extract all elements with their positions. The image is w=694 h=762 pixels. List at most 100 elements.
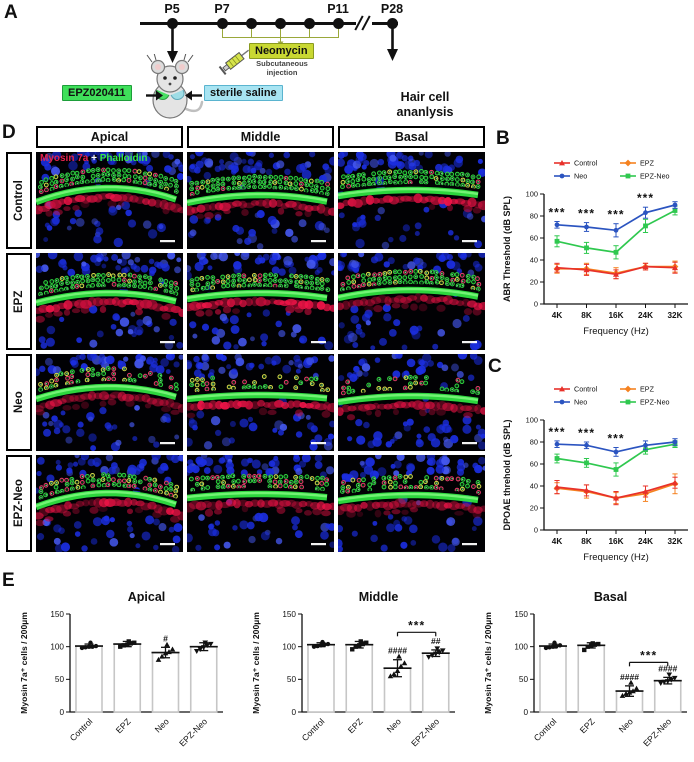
- micrograph-epzneo-apical: [36, 455, 183, 552]
- svg-text:EPZ-Neo: EPZ-Neo: [409, 716, 441, 748]
- svg-text:Basal: Basal: [594, 590, 627, 604]
- svg-text:100: 100: [526, 416, 538, 425]
- svg-text:Control: Control: [574, 159, 598, 168]
- svg-text:***: ***: [578, 426, 595, 440]
- svg-text:EPZ-Neo: EPZ-Neo: [641, 716, 673, 748]
- svg-text:Frequency (Hz): Frequency (Hz): [583, 552, 648, 563]
- svg-text:32K: 32K: [667, 311, 682, 320]
- syringe-icon: [218, 49, 250, 76]
- panel-b-label: B: [496, 128, 510, 149]
- svg-text:#: #: [163, 633, 168, 643]
- dpoae-threshold-chart: Control EPZ Neo EPZ-Neo 0 20 40 60 80 100 4K 8K 16K 2…: [502, 385, 688, 563]
- svg-text:ABR Threshold (dB SPL): ABR Threshold (dB SPL): [502, 196, 512, 302]
- epz020411-box: EPZ020411: [62, 85, 132, 101]
- micrograph-epz-middle: [187, 253, 334, 350]
- svg-text:40: 40: [530, 482, 538, 491]
- svg-text:EPZ: EPZ: [640, 159, 655, 168]
- svg-text:EPZ-Neo: EPZ-Neo: [177, 716, 209, 748]
- timepoint-label-p11: P11: [327, 2, 349, 16]
- svg-text:***: ***: [607, 208, 624, 222]
- svg-text:####: ####: [388, 646, 407, 656]
- row-label-epz-neo: EPZ-Neo: [6, 455, 32, 552]
- svg-text:8K: 8K: [581, 537, 592, 546]
- svg-text:50: 50: [519, 675, 529, 684]
- svg-text:100: 100: [526, 190, 538, 199]
- svg-text:60: 60: [530, 234, 538, 243]
- svg-text:100: 100: [282, 642, 296, 651]
- svg-text:0: 0: [291, 708, 296, 717]
- stain-legend: Myosin 7a + Phalloidin: [40, 153, 148, 164]
- svg-text:EPZ: EPZ: [578, 716, 597, 735]
- svg-text:100: 100: [50, 642, 64, 651]
- micrograph-control-basal: [338, 152, 485, 249]
- timepoint-label-p7: P7: [214, 2, 230, 16]
- svg-text:Myosin 7a⁺ cells / 200µm: Myosin 7a⁺ cells / 200µm: [19, 612, 29, 714]
- basal-haircell-count-chart: Basal 0 50 100 150 Myosin 7a⁺ cells / 200µm Co…: [483, 590, 687, 748]
- micrograph-neo-middle: [187, 354, 334, 451]
- mouse-illustration: [146, 54, 204, 119]
- svg-text:EPZ-Neo: EPZ-Neo: [640, 172, 670, 181]
- svg-text:Myosin 7a⁺ cells / 200µm: Myosin 7a⁺ cells / 200µm: [483, 612, 493, 714]
- bracket-tick: [222, 29, 223, 37]
- svg-text:####: ####: [620, 672, 639, 682]
- svg-text:100: 100: [514, 642, 528, 651]
- micrograph-control-apical: Myosin 7a + Phalloidin: [36, 152, 183, 249]
- micrograph-neo-apical: [36, 354, 183, 451]
- column-header-middle: Middle: [187, 126, 334, 148]
- svg-text:***: ***: [640, 648, 657, 662]
- svg-text:***: ***: [578, 207, 595, 221]
- down-arrow-icon: [167, 27, 178, 63]
- stain-plus: +: [91, 153, 97, 164]
- endpoint-label: Hair cell ananlysis: [396, 90, 454, 119]
- svg-text:***: ***: [637, 191, 654, 205]
- bracket-tick: [338, 29, 339, 37]
- timepoint-label-p28: P28: [380, 2, 404, 16]
- svg-text:0: 0: [59, 708, 64, 717]
- apical-haircell-count-chart: Apical 0 50 100 150 Myosin 7a⁺ cells / 200µm C…: [19, 590, 223, 748]
- svg-text:0: 0: [523, 708, 528, 717]
- svg-text:4K: 4K: [552, 537, 563, 546]
- timepoint-dot: [304, 18, 315, 29]
- panel-d-label: D: [2, 122, 16, 143]
- svg-text:EPZ-Neo: EPZ-Neo: [640, 398, 670, 407]
- timepoint-dot-p5: [167, 18, 178, 29]
- abr-threshold-chart: Control EPZ Neo EPZ-Neo 0 20 40 60 80 100 4K 8K 16K 2…: [502, 159, 688, 337]
- svg-text:DPOAE threhold (dB SPL): DPOAE threhold (dB SPL): [502, 420, 512, 531]
- svg-text:80: 80: [530, 212, 538, 221]
- svg-text:60: 60: [530, 460, 538, 469]
- svg-text:Myosin 7a⁺ cells / 200µm: Myosin 7a⁺ cells / 200µm: [251, 612, 261, 714]
- timeline-panel: P5 P7 P11 P28 Neomycin Subcutaneous inje…: [0, 0, 694, 126]
- timepoint-dot-p28: [387, 18, 398, 29]
- svg-text:Neo: Neo: [153, 716, 171, 734]
- side-arrow-icon: [185, 90, 202, 101]
- svg-text:150: 150: [50, 610, 64, 619]
- svg-text:16K: 16K: [608, 537, 623, 546]
- timepoint-dot: [246, 18, 257, 29]
- neomycin-subtext: Subcutaneous injection: [256, 59, 308, 77]
- microscopy-panel: Apical Middle Basal Control Myosin 7a + …: [6, 126, 485, 552]
- svg-text:16K: 16K: [608, 311, 623, 320]
- micrograph-control-middle: [187, 152, 334, 249]
- svg-text:Neo: Neo: [385, 716, 403, 734]
- sterile-saline-box: sterile saline: [204, 85, 283, 101]
- svg-text:80: 80: [530, 438, 538, 447]
- down-arrow-icon: [387, 27, 398, 61]
- side-arrow-icon: [146, 90, 163, 101]
- svg-text:##: ##: [431, 636, 441, 646]
- panel-c-label: C: [488, 356, 502, 377]
- svg-text:EPZ: EPZ: [640, 385, 655, 394]
- svg-text:24K: 24K: [638, 537, 653, 546]
- stain-phalloidin-label: Phalloidin: [99, 153, 148, 164]
- middle-haircell-count-chart: Middle 0 50 100 150 Myosin 7a⁺ cells / 200µm C…: [251, 590, 455, 748]
- svg-text:Apical: Apical: [128, 590, 166, 604]
- timepoint-dot-p11: [333, 18, 344, 29]
- micrograph-epzneo-middle: [187, 455, 334, 552]
- row-label-control: Control: [6, 152, 32, 249]
- svg-text:20: 20: [530, 278, 538, 287]
- bracket-tick: [251, 29, 252, 37]
- svg-text:8K: 8K: [581, 311, 592, 320]
- micrograph-epz-apical: [36, 253, 183, 350]
- svg-text:Neo: Neo: [574, 398, 587, 407]
- svg-text:150: 150: [514, 610, 528, 619]
